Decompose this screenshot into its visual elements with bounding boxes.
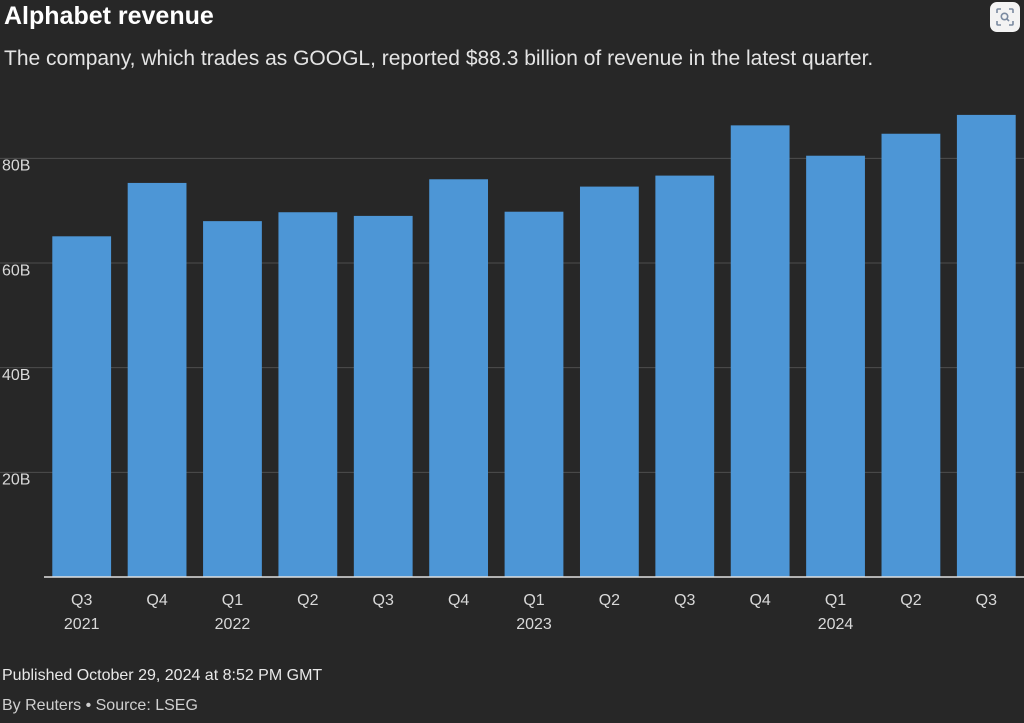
- published-date: Published October 29, 2024 at 8:52 PM GM…: [2, 667, 323, 684]
- x-tick-label: Q3: [373, 592, 394, 609]
- chart-title: Alphabet revenue: [4, 2, 214, 30]
- y-tick-label: 20B: [2, 472, 30, 489]
- visual-search-button[interactable]: [990, 2, 1020, 32]
- bar: [278, 212, 338, 577]
- x-tick-label: Q1: [825, 592, 846, 609]
- x-tick-label: Q3: [674, 592, 695, 609]
- x-tick-year-label: 2023: [516, 616, 552, 633]
- x-tick-label: Q4: [749, 592, 770, 609]
- y-tick-label: 40B: [2, 367, 30, 384]
- bar: [655, 175, 715, 577]
- x-tick-label: Q2: [599, 592, 620, 609]
- bar: [353, 215, 413, 577]
- x-tick-label: Q2: [297, 592, 318, 609]
- x-tick-label: Q4: [146, 592, 167, 609]
- x-tick-year-label: 2024: [818, 616, 854, 633]
- bar: [203, 221, 262, 577]
- bars: [52, 114, 1016, 578]
- x-tick-year-label: 2022: [215, 616, 251, 633]
- bar: [429, 179, 489, 577]
- chart-subtitle: The company, which trades as GOOGL, repo…: [4, 47, 874, 70]
- y-axis-ticks: 20B 40B 60B 80B: [2, 158, 30, 489]
- bar: [52, 236, 112, 577]
- y-tick-label: 80B: [2, 158, 30, 175]
- bar: [579, 186, 639, 578]
- bar: [127, 182, 187, 577]
- x-axis-ticks: Q3 2021 Q4 Q1 2022 Q2 Q3 Q4 Q1 2023 Q2 Q3 Q4 Q1 2024 Q2…: [64, 592, 997, 633]
- x-tick-label: Q3: [71, 592, 92, 609]
- x-tick-year-label: 2021: [64, 616, 100, 633]
- y-tick-label: 60B: [2, 262, 30, 279]
- byline-source: By Reuters • Source: LSEG: [2, 697, 198, 714]
- x-tick-label: Q1: [222, 592, 243, 609]
- x-tick-label: Q1: [523, 592, 544, 609]
- x-tick-label: Q4: [448, 592, 469, 609]
- x-tick-label: Q3: [976, 592, 997, 609]
- visual-search-icon: [996, 8, 1014, 26]
- bar: [806, 155, 865, 577]
- bar: [881, 133, 941, 577]
- bar: [730, 125, 790, 577]
- x-tick-label: Q2: [900, 592, 921, 609]
- bar: [504, 211, 564, 578]
- bar: [956, 114, 1016, 577]
